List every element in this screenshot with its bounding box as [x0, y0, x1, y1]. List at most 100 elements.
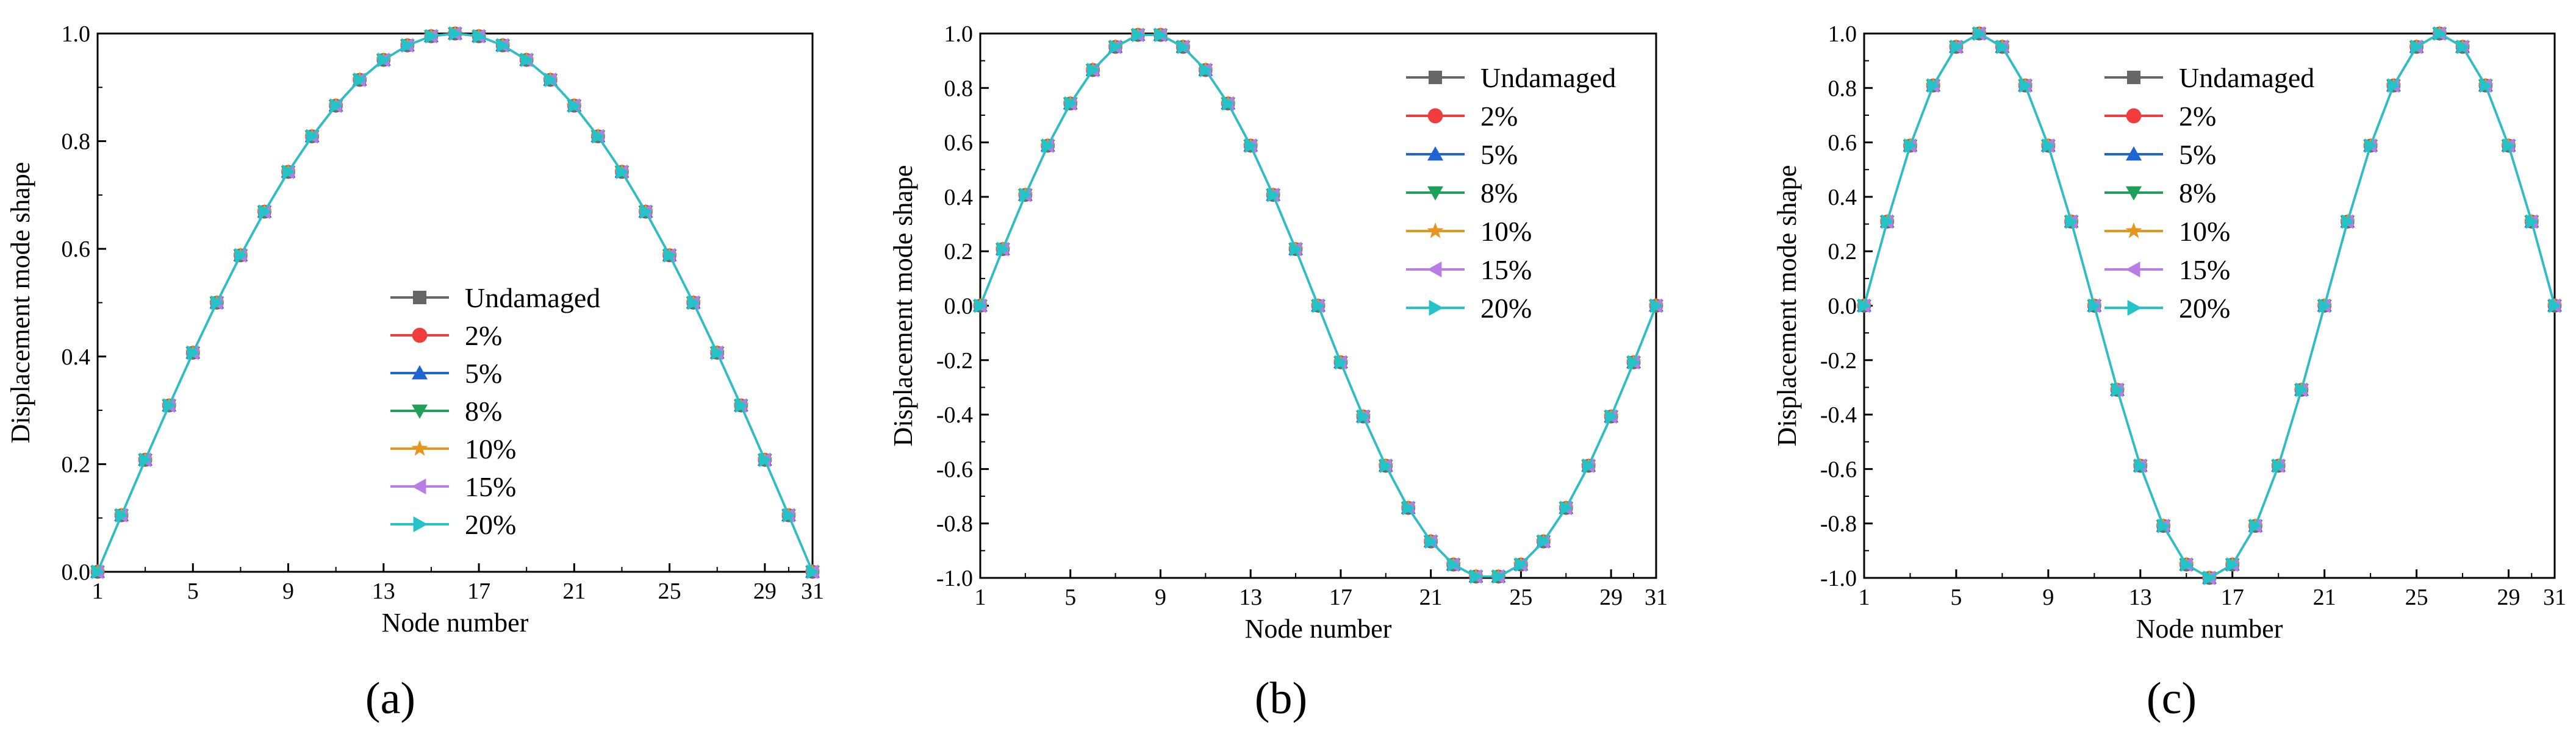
y-tick-label: 0.8 [62, 129, 91, 155]
y-tick-label: -0.6 [936, 457, 973, 482]
data-point [2180, 557, 2194, 572]
data-point [354, 72, 367, 87]
data-point [2364, 138, 2378, 153]
data-point [1996, 39, 2010, 54]
series-line [96, 32, 814, 572]
data-point [1222, 96, 1236, 111]
data-point [997, 241, 1010, 257]
x-tick-label: 21 [2313, 585, 2336, 610]
data-point [1199, 62, 1213, 77]
data-point [711, 345, 725, 360]
panel-label: (a) [365, 674, 415, 724]
data-point [759, 452, 772, 468]
y-tick-label: -0.4 [936, 402, 973, 428]
legend-label: 15% [1480, 254, 1532, 285]
y-tick-label: 0.8 [944, 76, 974, 101]
legend-marker [2127, 300, 2142, 316]
data-point [2525, 214, 2539, 229]
legend-label: 8% [2179, 177, 2216, 208]
series-10% [90, 25, 820, 579]
legend-marker [2125, 222, 2142, 238]
data-point [449, 26, 462, 41]
legend-marker [2126, 146, 2142, 161]
legend-marker [412, 327, 428, 343]
legend-marker [1428, 70, 1443, 85]
x-tick-label: 13 [1239, 585, 1262, 610]
y-axis-title: Displacement mode shape [1772, 165, 1802, 447]
legend-label: 5% [2179, 139, 2216, 170]
x-tick-label: 21 [562, 579, 586, 604]
data-point [1019, 187, 1033, 202]
data-point [783, 508, 796, 523]
data-point [2388, 78, 2401, 93]
data-point [735, 398, 748, 413]
data-point [497, 38, 511, 53]
data-point [2272, 458, 2286, 474]
data-point [91, 564, 105, 579]
y-tick-label: -0.6 [1820, 457, 1857, 482]
data-point [187, 345, 201, 360]
y-axis-title: Displacement mode shape [888, 165, 918, 447]
data-point [1515, 557, 1529, 572]
x-axis-title: Node number [1245, 614, 1392, 644]
series-line [96, 32, 814, 572]
legend-label: 20% [2179, 293, 2230, 324]
x-tick-label: 1 [1859, 585, 1870, 610]
data-point [2042, 138, 2056, 153]
y-tick-label: 0.2 [944, 239, 974, 265]
y-tick-label: -0.4 [1820, 402, 1857, 428]
data-point [520, 52, 534, 68]
x-tick-label: 29 [753, 579, 777, 604]
y-tick-label: -0.2 [1820, 348, 1857, 374]
x-tick-label: 31 [801, 579, 824, 604]
legend-marker [1427, 222, 1444, 238]
series-5% [90, 26, 820, 578]
data-point [2549, 298, 2562, 313]
data-point [425, 29, 439, 44]
data-point [282, 164, 296, 179]
legend: Undamaged 2% 5% 8% 10% 15% 20% [2104, 62, 2314, 324]
legend-label: 15% [465, 471, 516, 502]
data-point [473, 29, 487, 44]
legend-label: Undamaged [465, 282, 600, 313]
data-point [568, 98, 582, 113]
data-point [1627, 355, 1641, 370]
data-point [1425, 534, 1438, 549]
data-point [306, 129, 320, 144]
legend-marker [1427, 186, 1443, 201]
data-point [544, 72, 558, 87]
data-point [2411, 39, 2424, 54]
x-axis-title: Node number [2136, 614, 2283, 644]
legend-label: 10% [465, 433, 516, 465]
data-point [687, 295, 701, 310]
x-tick-label: 5 [1950, 585, 1962, 610]
panel-label: (b) [1255, 674, 1307, 724]
data-point [1927, 78, 1941, 93]
data-point [1064, 96, 1078, 111]
data-point [330, 98, 343, 113]
data-point [1904, 138, 1918, 153]
data-point [2134, 458, 2148, 474]
data-point [2502, 138, 2516, 153]
x-tick-label: 13 [372, 579, 395, 604]
y-tick-label: 0.0 [62, 560, 91, 585]
legend: Undamaged 2% 5% 8% 10% 15% 20% [390, 282, 600, 540]
data-point [401, 38, 415, 53]
series-line [96, 32, 814, 572]
data-point [2203, 571, 2217, 585]
series-line [96, 32, 814, 572]
series-Undamaged [91, 27, 819, 579]
y-tick-label: -0.8 [1820, 511, 1857, 537]
data-point [1858, 298, 1871, 313]
legend-label: Undamaged [1480, 62, 1616, 93]
data-point [1110, 39, 1123, 54]
x-tick-label: 31 [1645, 585, 1668, 610]
y-tick-label: 0.2 [1828, 239, 1857, 265]
data-point [639, 204, 653, 219]
legend-label: 8% [465, 396, 502, 427]
x-tick-label: 17 [1329, 585, 1352, 610]
legend-marker [412, 290, 427, 305]
legend-marker [412, 479, 426, 494]
x-tick-label: 1 [92, 579, 104, 604]
x-tick-label: 13 [2129, 585, 2152, 610]
